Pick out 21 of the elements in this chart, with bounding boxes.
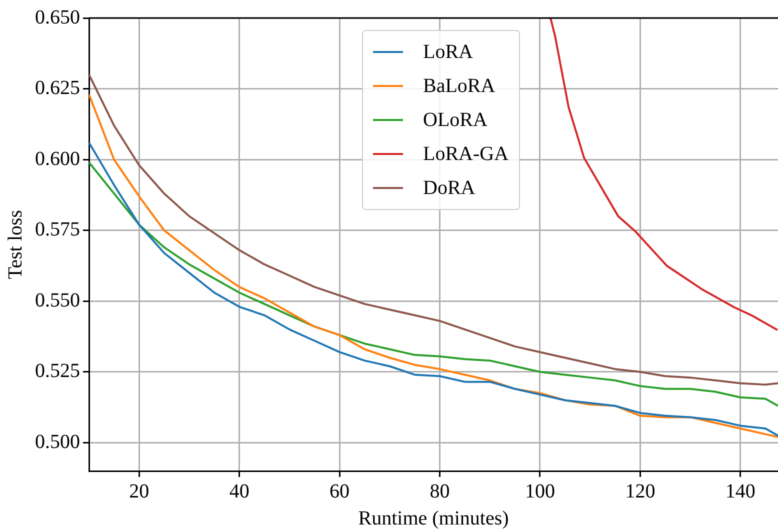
x-tick-label: 100 [524, 480, 555, 502]
legend-label: LoRA [423, 40, 473, 64]
y-tick-label: 0.550 [35, 289, 80, 312]
y-axis-title: Test loss [4, 210, 26, 280]
y-tick-label: 0.575 [35, 218, 80, 241]
legend-label: BaLoRA [423, 74, 496, 98]
x-tick-label: 60 [330, 480, 350, 502]
x-tick-label: 120 [625, 480, 656, 502]
x-tick-label: 80 [430, 480, 450, 502]
y-tick-label: 0.500 [35, 430, 80, 453]
y-tick-label: 0.600 [35, 148, 80, 170]
legend-label: DoRA [423, 176, 476, 200]
x-axis-title: Runtime (minutes) [358, 507, 509, 530]
x-tick-label: 40 [229, 480, 250, 502]
x-tick-label: 140 [725, 480, 756, 502]
y-tick-label: 0.525 [35, 360, 80, 382]
y-tick-label: 0.650 [35, 6, 80, 28]
y-tick-label: 0.625 [35, 77, 80, 100]
legend-label: LoRA-GA [423, 142, 509, 166]
legend-label: OLoRA [423, 108, 488, 132]
x-tick-label: 20 [129, 480, 150, 502]
